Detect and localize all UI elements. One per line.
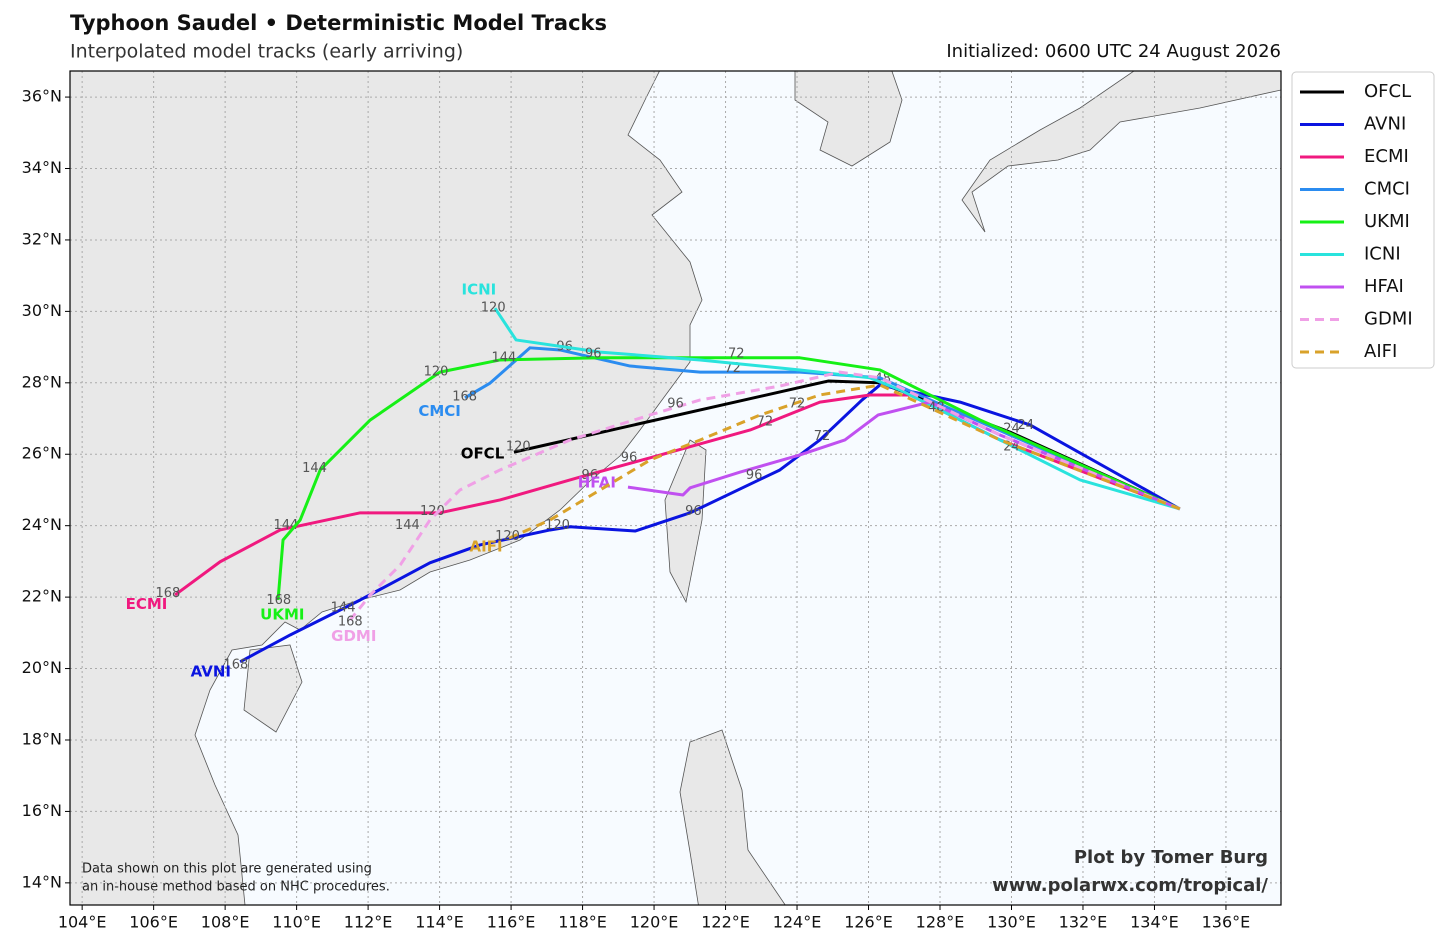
y-tick-label: 36°N	[22, 87, 62, 106]
hour-label: 96	[581, 468, 598, 483]
x-tick-label: 130°E	[987, 913, 1036, 932]
model-label: GDMI	[331, 627, 376, 645]
model-label: AVNI	[191, 663, 231, 681]
hour-label: 24	[1018, 418, 1035, 433]
init-label: Initialized: 0600 UTC 24 August 2026	[946, 41, 1281, 62]
legend-label: AIFI	[1364, 341, 1397, 362]
x-tick-label: 106°E	[129, 913, 178, 932]
x-tick-label: 112°E	[344, 913, 393, 932]
x-tick-label: 124°E	[773, 913, 822, 932]
track-line	[276, 356, 1181, 601]
subtitle: Interpolated model tracks (early arrivin…	[70, 41, 463, 63]
hour-label: 168	[338, 615, 363, 630]
y-tick-label: 18°N	[22, 729, 62, 748]
y-tick-label: 16°N	[22, 801, 62, 820]
x-tick-label: 104°E	[58, 913, 107, 932]
y-tick-label: 14°N	[22, 872, 62, 891]
y-tick-label: 24°N	[22, 515, 62, 534]
disclaimer: an in-house method based on NHC procedur…	[82, 880, 390, 895]
legend-label: GDMI	[1364, 309, 1413, 330]
hour-label: 72	[814, 429, 831, 444]
x-tick-label: 136°E	[1202, 913, 1251, 932]
credit: Plot by Tomer Burg	[1074, 847, 1268, 868]
japan	[961, 71, 1281, 233]
tracks: 2448120OFCL247296120144168AVNI7296120144…	[126, 280, 1181, 681]
y-tick-label: 28°N	[22, 372, 62, 391]
track-line	[349, 370, 1181, 621]
hour-label: 72	[728, 347, 745, 362]
y-tick-label: 22°N	[22, 587, 62, 606]
legend-label: ICNI	[1364, 244, 1401, 265]
track-line	[239, 383, 1181, 664]
hour-label: 168	[266, 593, 291, 608]
credit-url: www.polarwx.com/tropical/	[992, 875, 1268, 896]
y-tick-label: 32°N	[22, 229, 62, 248]
x-tick-label: 114°E	[415, 913, 464, 932]
model-label: AIFI	[470, 538, 503, 556]
hour-label: 72	[757, 415, 774, 430]
x-tick-label: 122°E	[701, 913, 750, 932]
x-tick-label: 110°E	[272, 913, 321, 932]
hour-label: 120	[545, 518, 570, 533]
hour-label: 96	[667, 397, 684, 412]
x-tick-label: 120°E	[630, 913, 679, 932]
model-label: ICNI	[462, 280, 497, 298]
y-tick-label: 34°N	[22, 158, 62, 177]
track-line	[504, 383, 1181, 542]
grid: 104°E 106°E 108°E 110°E 112°E 114°E 116°E 118°E…	[22, 71, 1281, 932]
legend-label: AVNI	[1364, 114, 1406, 135]
legend-label: HFAI	[1364, 276, 1404, 297]
legend-label: CMCI	[1364, 179, 1410, 200]
korea	[794, 71, 903, 167]
legend-label: OFCL	[1364, 81, 1411, 102]
hour-label: 120	[495, 529, 520, 544]
hour-label: 72	[789, 397, 806, 412]
legend: OFCL AVNI ECMI CMCI UKMI ICNI HFAI GDMI AIFI	[1291, 71, 1435, 369]
hainan	[243, 644, 303, 733]
hour-label: 96	[685, 504, 702, 519]
hour-label: 96	[585, 347, 602, 362]
legend-label: ECMI	[1364, 146, 1409, 167]
hour-label: 168	[452, 390, 477, 405]
luzon	[679, 729, 786, 905]
hour-label: 120	[424, 365, 449, 380]
hour-label: 168	[156, 586, 181, 601]
plot-frame	[69, 70, 1282, 906]
x-tick-label: 134°E	[1130, 913, 1179, 932]
x-tick-label: 116°E	[487, 913, 536, 932]
hour-label: 144	[331, 600, 356, 615]
taiwan	[664, 439, 707, 604]
hour-label: 96	[746, 468, 763, 483]
x-tick-label: 108°E	[201, 913, 250, 932]
x-tick-label: 126°E	[844, 913, 893, 932]
y-tick-label: 20°N	[22, 658, 62, 677]
legend-label: UKMI	[1364, 211, 1410, 232]
mainland	[70, 71, 703, 905]
hour-label: 144	[395, 518, 420, 533]
model-label: HFAI	[578, 473, 616, 491]
model-label: OFCL	[461, 445, 505, 463]
disclaimer: Data shown on this plot are generated us…	[82, 862, 372, 877]
y-tick-label: 26°N	[22, 444, 62, 463]
hour-label: 168	[223, 657, 248, 672]
track-line	[464, 346, 1181, 511]
hour-label: 120	[420, 504, 445, 519]
model-label: ECMI	[126, 595, 168, 613]
model-label: CMCI	[418, 402, 461, 420]
hour-label: 96	[621, 450, 638, 465]
hour-label: 144	[492, 350, 517, 365]
hour-label: 120	[506, 440, 531, 455]
legend-box	[1291, 71, 1435, 369]
hour-label: 144	[302, 461, 327, 476]
x-tick-label: 132°E	[1059, 913, 1108, 932]
x-tick-label: 118°E	[558, 913, 607, 932]
x-tick-label: 128°E	[916, 913, 965, 932]
y-tick-label: 30°N	[22, 301, 62, 320]
model-label: UKMI	[260, 605, 304, 623]
land	[70, 71, 1281, 905]
hour-label: 120	[481, 300, 506, 315]
title: Typhoon Saudel • Deterministic Model Tra…	[70, 11, 607, 35]
